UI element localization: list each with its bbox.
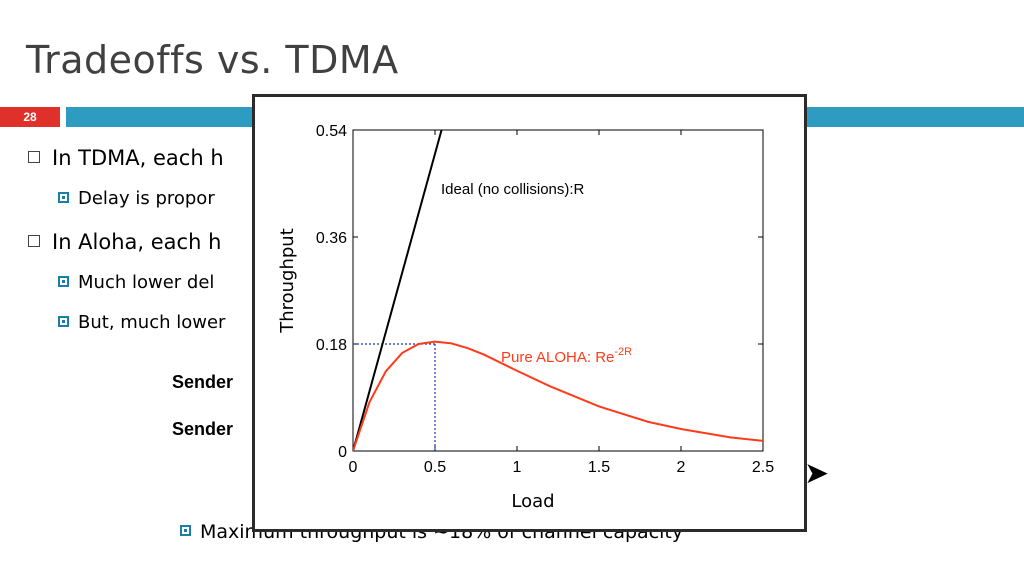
x-tick-label: 2 — [677, 459, 686, 476]
y-tick-label: 0.36 — [316, 230, 347, 247]
bullet-square-icon — [58, 275, 69, 287]
bullet-text: But, much lower — [78, 312, 226, 333]
bullet-delay: Delay is propor — [58, 188, 215, 209]
bullet-text: Delay is propor — [78, 188, 215, 209]
y-tick-label: 0.18 — [316, 337, 347, 354]
x-tick-label: 0.5 — [424, 459, 446, 476]
bullet-text: In Aloha, each h — [52, 230, 222, 254]
throughput-chart: 0 0.5 1 1.5 2 2.5 0 0.18 0.36 0.54 Ideal (no colli… — [252, 94, 807, 532]
bullet-box-icon — [28, 151, 40, 163]
bullet-tdma: In TDMA, each h — [28, 146, 224, 170]
y-tick-label: 0 — [338, 444, 347, 461]
y-axis-label: Throughput — [277, 228, 298, 334]
bullet-square-icon — [58, 191, 69, 203]
x-tick-label: 0 — [349, 459, 358, 476]
slide-title: Tradeoffs vs. TDMA — [26, 38, 399, 82]
y-tick-label: 0.54 — [316, 123, 347, 140]
bullet-lower-throughput: But, much lower — [58, 312, 225, 333]
aloha-series-line — [353, 340, 763, 451]
bullet-box-icon — [28, 235, 40, 247]
timeline-arrow-icon: ➤ — [804, 456, 830, 491]
sender-label-1: Sender — [172, 372, 234, 392]
slide-number: 28 — [0, 107, 60, 127]
bullet-text: Much lower del — [78, 272, 215, 293]
x-tick-label: 1.5 — [588, 459, 610, 476]
bullet-aloha: In Aloha, each h — [28, 230, 221, 254]
plot-area — [352, 129, 764, 452]
x-axis-label: Load — [511, 491, 554, 512]
chart-svg: 0 0.5 1 1.5 2 2.5 0 0.18 0.36 0.54 Ideal (no colli… — [277, 123, 774, 512]
ideal-series-label: Ideal (no collisions):R — [441, 181, 585, 198]
bullet-square-icon — [58, 315, 69, 327]
bullet-lower-delay: Much lower del — [58, 272, 214, 293]
aloha-series-label: Pure ALOHA: Re-2R — [501, 346, 632, 366]
bullet-square-icon — [180, 525, 191, 536]
x-tick-label: 2.5 — [752, 459, 774, 476]
ideal-series-line — [353, 130, 443, 451]
sender-label-2: Sender — [172, 419, 234, 439]
aloha-series-label-exponent: -2R — [614, 346, 632, 358]
bullet-text: In TDMA, each h — [52, 146, 224, 170]
x-tick-label: 1 — [513, 459, 522, 476]
